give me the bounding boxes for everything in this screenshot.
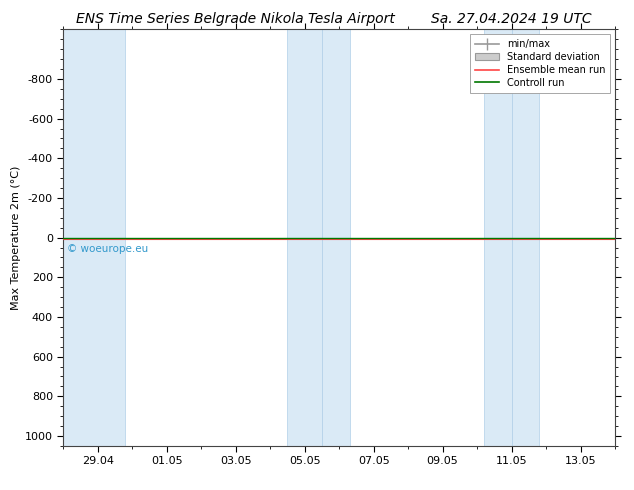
Text: ENS Time Series Belgrade Nikola Tesla Airport: ENS Time Series Belgrade Nikola Tesla Ai… <box>76 12 395 26</box>
Text: Sa. 27.04.2024 19 UTC: Sa. 27.04.2024 19 UTC <box>431 12 592 26</box>
Bar <box>287 29 322 446</box>
Bar <box>63 29 126 446</box>
Legend: min/max, Standard deviation, Ensemble mean run, Controll run: min/max, Standard deviation, Ensemble me… <box>470 34 610 93</box>
Bar <box>322 29 349 446</box>
Bar <box>512 29 539 446</box>
Y-axis label: Max Temperature 2m (°C): Max Temperature 2m (°C) <box>11 166 21 310</box>
Text: © woeurope.eu: © woeurope.eu <box>67 244 148 254</box>
Bar <box>484 29 512 446</box>
